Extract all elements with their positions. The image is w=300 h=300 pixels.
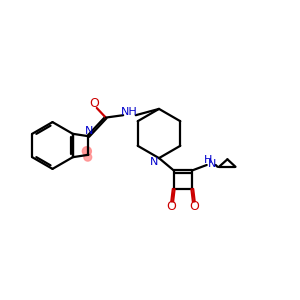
- Text: H: H: [204, 154, 212, 165]
- Text: N: N: [208, 159, 216, 169]
- Text: N: N: [150, 157, 159, 167]
- Circle shape: [82, 147, 91, 156]
- Text: O: O: [89, 97, 99, 110]
- Text: O: O: [167, 200, 176, 213]
- Text: O: O: [190, 200, 199, 213]
- Text: N: N: [85, 126, 94, 136]
- Circle shape: [84, 153, 92, 161]
- Text: NH: NH: [121, 106, 138, 117]
